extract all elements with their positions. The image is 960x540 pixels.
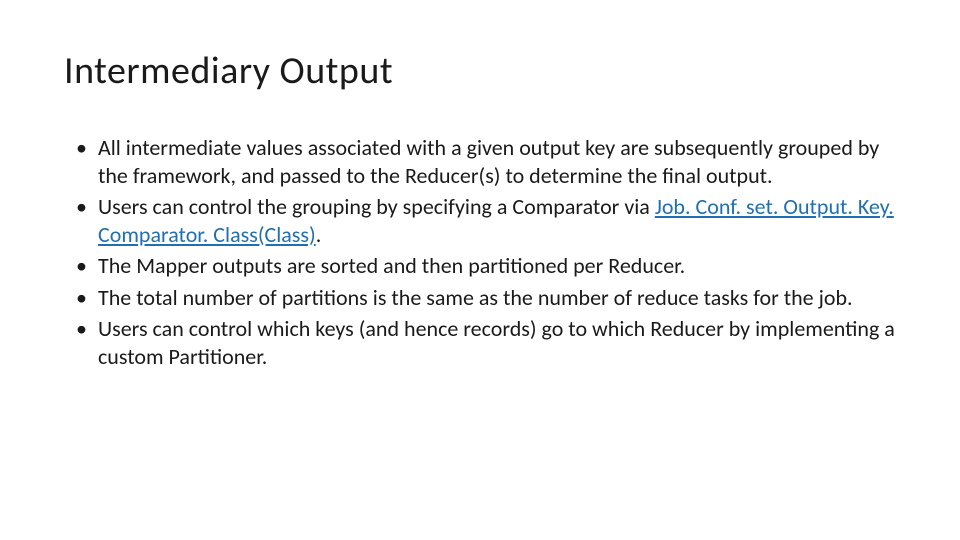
slide: Intermediary Output All intermediate val… bbox=[0, 0, 960, 540]
bullet-text: The Mapper outputs are sorted and then p… bbox=[98, 252, 685, 279]
bullet-item: The Mapper outputs are sorted and then p… bbox=[76, 252, 896, 280]
bullet-text: Users can control which keys (and hence … bbox=[98, 315, 895, 370]
bullet-text: The total number of partitions is the sa… bbox=[98, 284, 853, 311]
bullet-item: All intermediate values associated with … bbox=[76, 134, 896, 189]
bullet-text: . bbox=[316, 221, 322, 248]
slide-title: Intermediary Output bbox=[64, 48, 896, 94]
bullet-item: Users can control the grouping by specif… bbox=[76, 193, 896, 248]
bullet-text: Users can control the grouping by specif… bbox=[98, 193, 655, 220]
bullet-text: All intermediate values associated with … bbox=[98, 134, 879, 189]
slide-content: All intermediate values associated with … bbox=[64, 134, 896, 370]
bullet-item: The total number of partitions is the sa… bbox=[76, 284, 896, 312]
bullet-list: All intermediate values associated with … bbox=[76, 134, 896, 370]
bullet-item: Users can control which keys (and hence … bbox=[76, 315, 896, 370]
